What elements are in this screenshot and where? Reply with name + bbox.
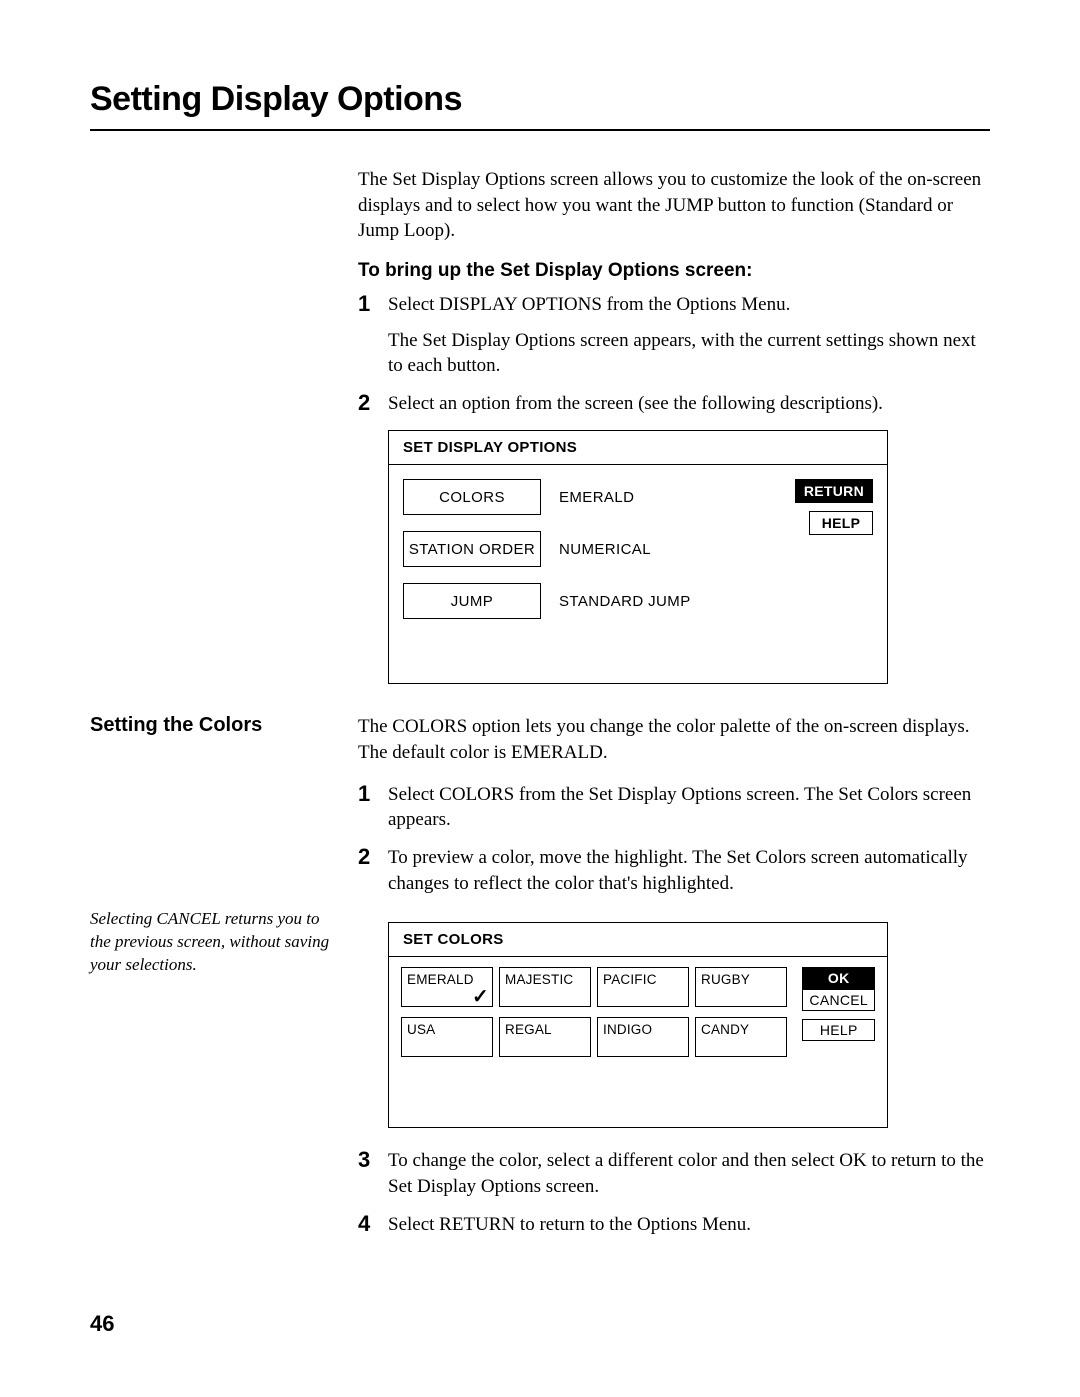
color-regal[interactable]: REGAL [499, 1017, 591, 1057]
color-candy[interactable]: CANDY [695, 1017, 787, 1057]
return-button[interactable]: RETURN [795, 479, 873, 503]
step-text: To change the color, select a different … [388, 1148, 990, 1199]
color-rugby[interactable]: RUGBY [695, 967, 787, 1007]
help-button[interactable]: HELP [802, 1019, 875, 1041]
help-button[interactable]: HELP [809, 511, 873, 535]
set-colors-panel: SET COLORS EMERALD ✓ MAJESTIC PACIFIC [388, 922, 888, 1128]
color-label: RUGBY [701, 972, 750, 987]
colors-intro: The COLORS option lets you change the co… [358, 714, 990, 765]
step-text: To preview a color, move the highlight. … [388, 845, 990, 896]
step-text: Select DISPLAY OPTIONS from the Options … [388, 292, 990, 318]
cancel-button[interactable]: CANCEL [802, 989, 875, 1011]
step-number: 2 [358, 845, 388, 869]
panel-title: SET COLORS [389, 923, 887, 957]
jump-value: STANDARD JUMP [559, 593, 691, 610]
station-order-button[interactable]: STATION ORDER [403, 531, 541, 567]
panel-title: SET DISPLAY OPTIONS [389, 431, 887, 465]
station-order-value: NUMERICAL [559, 541, 651, 558]
color-emerald[interactable]: EMERALD ✓ [401, 967, 493, 1007]
step-number: 4 [358, 1212, 388, 1236]
cancel-side-note: Selecting CANCEL returns you to the prev… [90, 908, 334, 977]
color-indigo[interactable]: INDIGO [597, 1017, 689, 1057]
color-pacific[interactable]: PACIFIC [597, 967, 689, 1007]
step-text: Select COLORS from the Set Display Optio… [388, 782, 990, 833]
step-text: The Set Display Options screen appears, … [388, 328, 990, 379]
color-label: REGAL [505, 1022, 552, 1037]
ok-button[interactable]: OK [802, 967, 875, 989]
step-text: Select RETURN to return to the Options M… [388, 1212, 990, 1238]
set-display-options-panel: SET DISPLAY OPTIONS COLORS EMERALD STATI… [388, 430, 888, 684]
color-label: MAJESTIC [505, 972, 573, 987]
bringup-step: 1 Select DISPLAY OPTIONS from the Option… [358, 292, 990, 379]
step-number: 3 [358, 1148, 388, 1172]
jump-button[interactable]: JUMP [403, 583, 541, 619]
colors-step: 4 Select RETURN to return to the Options… [358, 1212, 990, 1238]
colors-step: 2 To preview a color, move the highlight… [358, 845, 990, 896]
colors-value: EMERALD [559, 489, 634, 506]
intro-text: The Set Display Options screen allows yo… [358, 167, 990, 244]
bringup-heading: To bring up the Set Display Options scre… [358, 260, 990, 282]
color-label: CANDY [701, 1022, 749, 1037]
step-number: 2 [358, 391, 388, 415]
option-row: STATION ORDER NUMERICAL [403, 531, 873, 567]
bringup-step: 2 Select an option from the screen (see … [358, 391, 990, 417]
color-usa[interactable]: USA [401, 1017, 493, 1057]
page-number: 46 [90, 1311, 114, 1337]
step-text: Select an option from the screen (see th… [388, 391, 990, 417]
color-label: EMERALD [407, 972, 474, 987]
colors-step: 1 Select COLORS from the Set Display Opt… [358, 782, 990, 833]
step-number: 1 [358, 782, 388, 806]
color-label: PACIFIC [603, 972, 657, 987]
option-row: JUMP STANDARD JUMP [403, 583, 873, 619]
color-majestic[interactable]: MAJESTIC [499, 967, 591, 1007]
colors-step: 3 To change the color, select a differen… [358, 1148, 990, 1199]
check-icon: ✓ [472, 987, 489, 1007]
section-heading-colors: Setting the Colors [90, 714, 334, 737]
step-number: 1 [358, 292, 388, 316]
color-label: INDIGO [603, 1022, 652, 1037]
colors-button[interactable]: COLORS [403, 479, 541, 515]
page-title: Setting Display Options [90, 80, 990, 131]
color-label: USA [407, 1022, 435, 1037]
